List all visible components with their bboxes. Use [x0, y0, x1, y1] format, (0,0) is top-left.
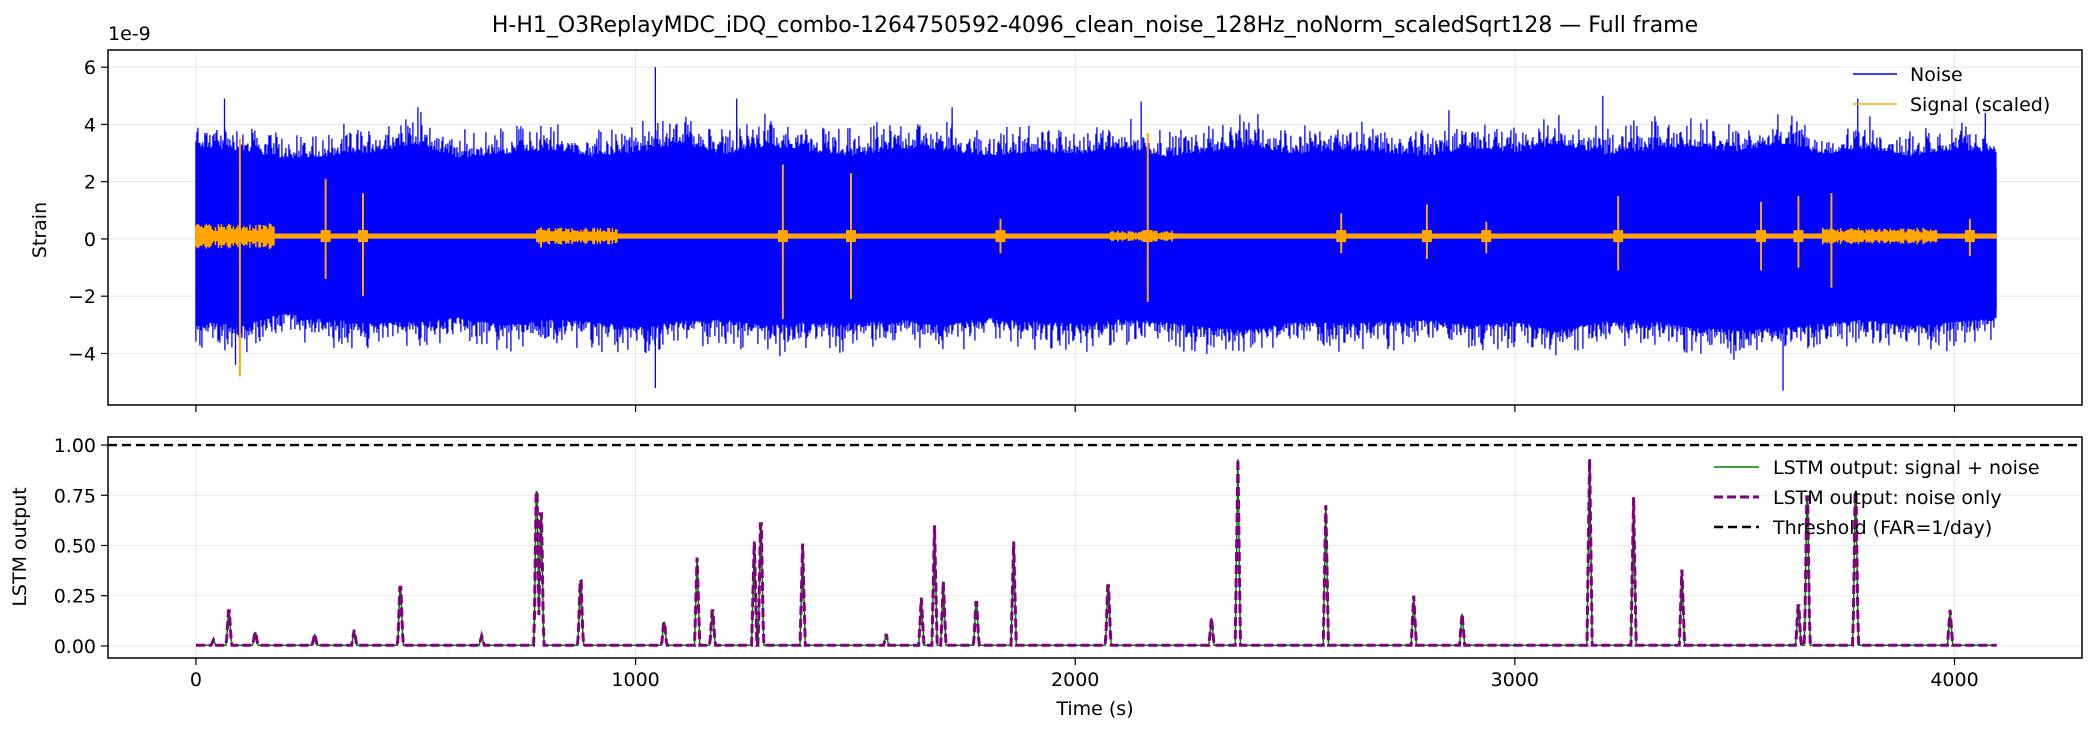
top-y-tick-label: −4: [68, 343, 96, 365]
signal-spike-core: [1793, 230, 1804, 243]
bottom-x-tick-label: 0: [190, 669, 202, 691]
top-legend: Noise Signal (scaled): [1853, 64, 2050, 116]
signal-spike-core: [1613, 230, 1624, 243]
top-y-tick-label: −2: [68, 286, 96, 308]
lstm-noise-only-series: [195, 459, 1997, 647]
signal-spike-core: [1336, 230, 1347, 243]
signal-spike-core: [1481, 230, 1492, 243]
top-y-axis-label: Strain: [29, 202, 51, 258]
bottom-y-tick-label: 1.00: [54, 435, 96, 457]
signal-spike-core: [357, 230, 368, 243]
bottom-axis-ticks: 0 1000 2000 3000 4000 0.00 0.25 0.50 0.75 1.00: [54, 435, 1979, 691]
signal-baseline: [195, 233, 1997, 239]
signal-spike-core: [1964, 230, 1975, 243]
signal-spike-core: [995, 230, 1006, 243]
signal-spike-core: [320, 230, 331, 243]
signal-spike-core: [536, 230, 547, 243]
bottom-y-tick-label: 0.00: [54, 636, 96, 658]
bottom-legend: LSTM output: signal + noise LSTM output: …: [1714, 457, 2040, 539]
bottom-axes-frame: [107, 436, 2083, 659]
top-y-tick-label: 4: [84, 114, 96, 136]
bottom-x-tick-label: 3000: [1491, 669, 1539, 691]
bottom-y-axis-label: LSTM output: [9, 487, 31, 606]
signal-spike-core: [845, 230, 856, 243]
top-axis-ticks: −4 −2 0 2 4 6: [68, 57, 1956, 412]
bottom-panel: 0 1000 2000 3000 4000 0.00 0.25 0.50 0.75 1.00 Ti…: [9, 435, 2083, 720]
signal-spike-core: [234, 230, 245, 243]
legend-label-threshold: Threshold (FAR=1/day): [1772, 517, 1992, 539]
lstm-signal-noise-series: [195, 459, 1997, 647]
signal-spike-core: [1421, 230, 1432, 243]
bottom-x-tick-label: 2000: [1051, 669, 1099, 691]
legend-label-signal-noise: LSTM output: signal + noise: [1773, 457, 2040, 479]
legend-label-noise-only: LSTM output: noise only: [1773, 487, 2002, 509]
signal-spike-core: [777, 230, 788, 243]
top-axes-frame: [107, 49, 2083, 406]
figure-title: H-H1_O3ReplayMDC_iDQ_combo-1264750592-40…: [492, 13, 1698, 38]
bottom-y-tick-label: 0.25: [54, 586, 96, 608]
noise-core: [195, 167, 1997, 311]
top-y-tick-label: 2: [84, 172, 96, 194]
signal-spike-core: [1826, 230, 1837, 243]
top-y-tick-label: 0: [84, 229, 96, 251]
bottom-x-tick-label: 4000: [1930, 669, 1978, 691]
top-plot-area: [195, 67, 1997, 391]
bottom-x-tick-label: 1000: [611, 669, 659, 691]
bottom-y-tick-label: 0.50: [54, 535, 96, 557]
top-offset-text: 1e-9: [108, 23, 151, 45]
signal-spike-core: [1756, 230, 1767, 243]
top-panel: −4 −2 0 2 4 6 1e-9 Strain Noise Signal (scaled…: [29, 23, 2083, 412]
legend-label-noise: Noise: [1910, 64, 1963, 86]
legend-label-signal: Signal (scaled): [1910, 94, 2050, 116]
bottom-x-axis-label: Time (s): [1055, 698, 1133, 720]
bottom-plot-area: [108, 443, 2082, 647]
bottom-y-tick-label: 0.75: [54, 485, 96, 507]
signal-spike-core: [1142, 230, 1153, 243]
top-y-tick-label: 6: [84, 57, 96, 79]
